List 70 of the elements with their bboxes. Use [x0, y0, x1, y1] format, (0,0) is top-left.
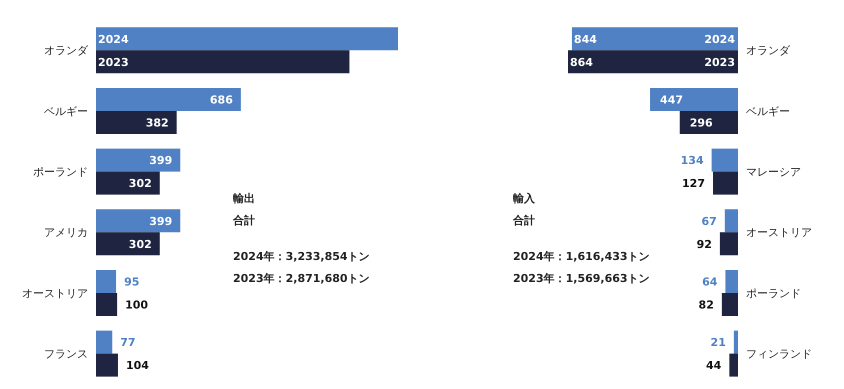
data-label: 104	[126, 359, 150, 372]
annotation: 2023年：1,569,663トン	[513, 271, 650, 287]
data-label: 399	[149, 214, 172, 228]
bar	[96, 292, 118, 316]
bar	[96, 232, 160, 256]
bar	[729, 354, 738, 377]
annotation: 2024年：1,616,433トン	[513, 249, 650, 265]
bar	[96, 270, 116, 293]
bar	[722, 292, 738, 316]
bar	[650, 88, 738, 111]
y-tick-label: オーストリア	[22, 286, 88, 300]
data-label: 92	[696, 238, 712, 251]
bar	[96, 27, 398, 50]
annotation: 2024年：3,233,854トン	[233, 249, 370, 265]
data-label: 447	[660, 93, 684, 106]
bar	[96, 50, 350, 74]
bar	[96, 209, 180, 232]
series-label: 2023	[98, 56, 129, 69]
y-tick-label: オランダ	[44, 44, 89, 58]
bar	[96, 172, 160, 195]
series-label: 2024	[704, 32, 736, 46]
data-label: 21	[710, 336, 726, 350]
data-label: 382	[146, 116, 169, 130]
y-tick-label: ポーランド	[33, 166, 88, 179]
data-label: 399	[149, 154, 172, 168]
y-tick-label: ベルギー	[746, 104, 790, 118]
data-label: 864	[570, 56, 594, 69]
bar	[96, 330, 112, 354]
y-tick-label: フランス	[44, 348, 88, 361]
data-label: 95	[124, 275, 140, 288]
bar	[724, 209, 738, 232]
data-label: 302	[128, 177, 152, 190]
text: 輸出	[233, 191, 256, 207]
data-label: 134	[680, 154, 704, 168]
bar	[96, 110, 177, 134]
annotation: 2023年：2,871,680トン	[233, 271, 370, 287]
data-label: 44	[706, 359, 722, 372]
y-tick-label: オランダ	[746, 44, 791, 58]
text: 合計	[513, 213, 536, 229]
bar	[712, 148, 738, 172]
bar	[96, 354, 118, 377]
text: 合計	[233, 213, 256, 229]
text: 輸入	[513, 191, 536, 207]
data-label: 82	[698, 298, 714, 312]
bar	[96, 148, 180, 172]
bar	[96, 88, 241, 111]
bar	[680, 110, 738, 134]
y-tick-label: アメリカ	[44, 226, 88, 240]
y-tick-label: オーストリア	[746, 226, 812, 240]
bar	[568, 50, 738, 74]
y-tick-label: マレーシア	[746, 166, 801, 179]
y-tick-label: フィンランド	[746, 348, 812, 361]
data-label: 100	[125, 298, 148, 312]
bar	[720, 232, 738, 256]
data-label: 844	[574, 32, 598, 46]
data-label: 296	[690, 116, 714, 130]
y-tick-label: ベルギー	[44, 104, 88, 118]
data-label: 686	[210, 93, 234, 106]
bar	[713, 172, 738, 195]
data-label: 302	[128, 238, 152, 251]
y-tick-label: ポーランド	[746, 286, 801, 300]
data-label: 64	[702, 275, 718, 288]
bar	[725, 270, 738, 293]
data-label: 127	[682, 177, 706, 190]
series-label: 2023	[704, 56, 735, 69]
data-label: 67	[702, 214, 717, 228]
series-label: 2024	[98, 32, 129, 46]
bar	[572, 27, 738, 50]
data-label: 77	[120, 336, 136, 350]
bar	[734, 330, 738, 354]
